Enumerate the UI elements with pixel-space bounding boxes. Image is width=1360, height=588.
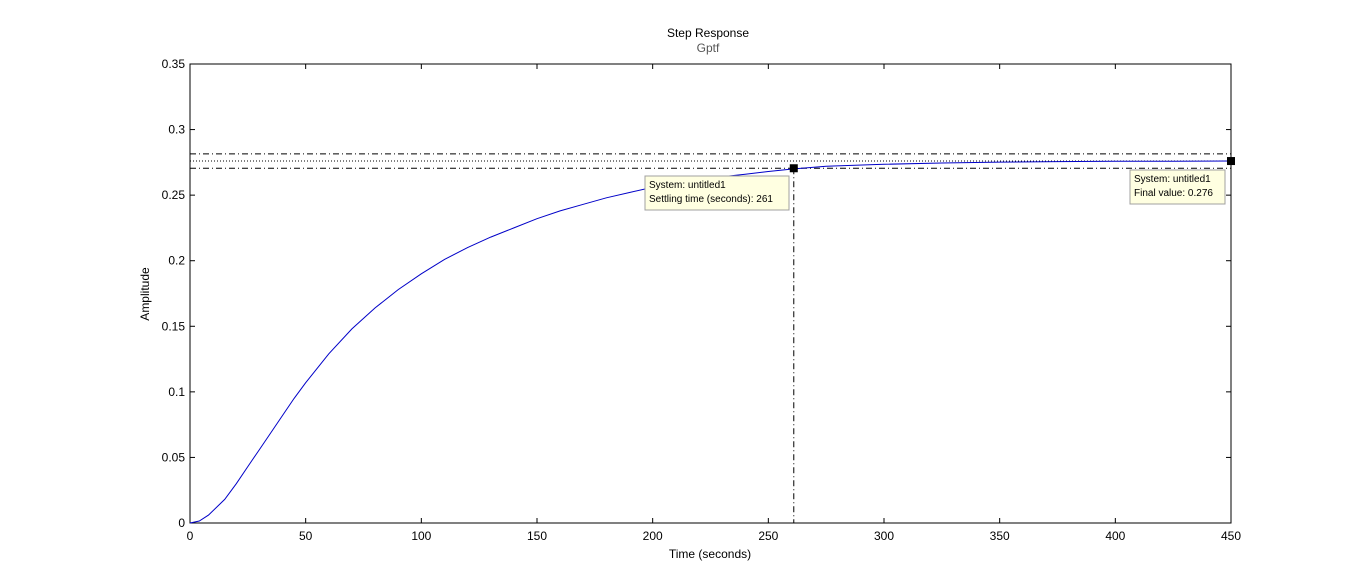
chart-title: Step Response — [667, 26, 749, 40]
settling-time-marker[interactable] — [789, 164, 798, 173]
x-axis-ticks: 0 50 100 150 200 250 300 350 400 450 — [187, 64, 1241, 543]
final-value-datatip[interactable]: System: untitled1 Final value: 0.276 — [1129, 169, 1226, 205]
chart-subtitle: Gptf — [697, 41, 720, 55]
y-tick-label: 0.35 — [162, 57, 186, 71]
final-value-datatip-box[interactable] — [1129, 169, 1226, 205]
x-tick-label: 250 — [758, 529, 778, 543]
y-axis-label: Amplitude — [138, 267, 152, 321]
settling-time-datatip-box[interactable] — [644, 175, 790, 211]
x-tick-label: 200 — [643, 529, 663, 543]
step-response-line[interactable] — [189, 160, 1232, 524]
y-tick-label: 0.1 — [168, 385, 185, 399]
y-tick-label: 0.3 — [168, 123, 185, 137]
y-tick-label: 0 — [178, 516, 185, 530]
y-tick-label: 0.05 — [162, 450, 186, 464]
final-value-datatip-line2: Final value: 0.276 — [1134, 188, 1213, 199]
x-tick-label: 0 — [187, 529, 194, 543]
x-tick-label: 400 — [1105, 529, 1125, 543]
final-value-marker[interactable] — [1227, 157, 1235, 166]
settling-time-datatip-line2: Settling time (seconds): 261 — [649, 194, 773, 205]
x-tick-label: 450 — [1221, 529, 1241, 543]
x-tick-label: 300 — [874, 529, 894, 543]
y-tick-label: 0.25 — [162, 188, 186, 202]
settling-time-datatip[interactable]: System: untitled1 Settling time (seconds… — [644, 175, 790, 211]
reference-lines — [190, 153, 1231, 523]
x-tick-label: 50 — [299, 529, 313, 543]
settling-time-datatip-line1: System: untitled1 — [649, 180, 726, 191]
final-value-datatip-line1: System: untitled1 — [1134, 174, 1211, 185]
y-tick-label: 0.2 — [168, 254, 185, 268]
x-axis-label: Time (seconds) — [669, 547, 751, 561]
y-axis-ticks: 0 0.05 0.1 0.15 0.2 0.25 0.3 0.35 — [162, 57, 1231, 530]
x-tick-label: 100 — [411, 529, 431, 543]
plot-area — [189, 63, 1232, 524]
y-tick-label: 0.15 — [162, 319, 186, 333]
x-tick-label: 350 — [990, 529, 1010, 543]
x-tick-label: 150 — [527, 529, 547, 543]
datatip-markers — [789, 157, 1235, 173]
